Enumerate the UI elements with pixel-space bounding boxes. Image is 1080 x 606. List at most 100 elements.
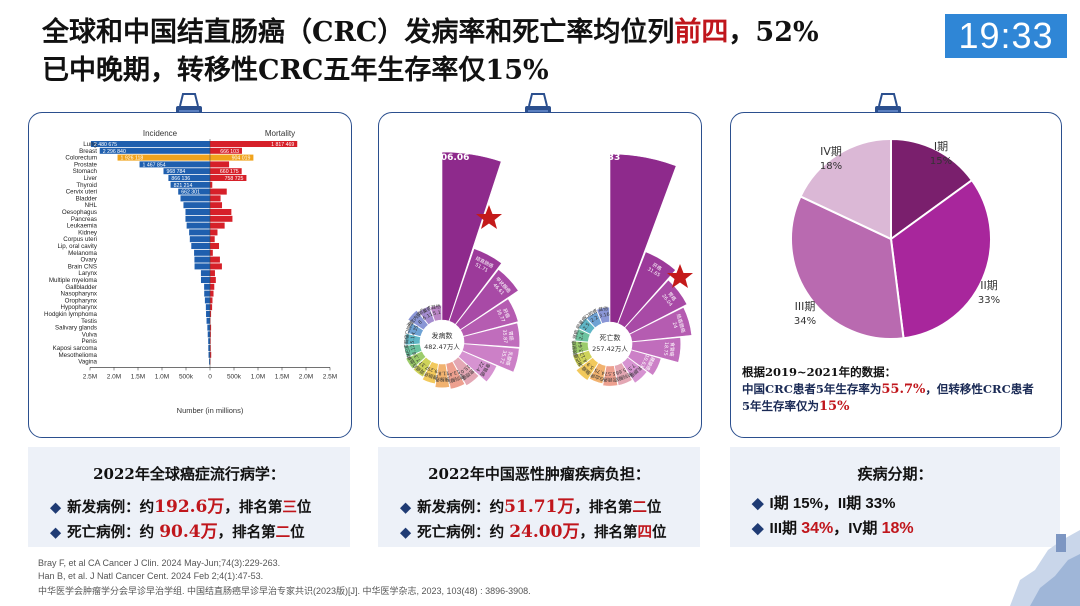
- incidence-bar: [185, 209, 210, 215]
- survival-note: 根据2019~2021年的数据： 中国CRC患者5年生存率为55.7%，但转移性…: [742, 364, 1052, 415]
- incidence-bar: [208, 338, 210, 345]
- mortality-bar: [210, 229, 218, 236]
- mortality-data-label: 904 019: [232, 156, 251, 162]
- diamond-icon: ◆: [400, 524, 412, 541]
- rose-label: 脑瘤: [403, 334, 411, 344]
- mortality-bar: [210, 256, 220, 263]
- x-tick-label: 2.5M: [323, 373, 337, 380]
- crc-stage-card: I期 15% II期 33% III期 34% IV期 18%: [730, 112, 1062, 438]
- category-label: Liver: [84, 175, 97, 182]
- rose-segment: [418, 305, 435, 326]
- incidence-bar: [208, 351, 210, 358]
- incidence-data-label: 2 480 675: [94, 142, 117, 148]
- rose-value: 7.37: [418, 359, 430, 370]
- incidence-data-label: 662 301: [181, 190, 200, 196]
- global-death-value: 90.4万: [159, 522, 218, 542]
- rose-value: 5.1: [433, 310, 442, 317]
- category-label: Melanoma: [68, 250, 97, 257]
- incidence-bar: [163, 168, 210, 175]
- global-epi-box: 2022年全球癌症流行病学： ◆ 新发病例：约192.6万，排名第三位 ◆ 死亡病例…: [28, 447, 350, 547]
- rose-segment: [455, 268, 519, 331]
- mortality-data-label: 1 817 469: [271, 142, 294, 148]
- china-new-value: 51.71万: [504, 497, 575, 517]
- stage1-label: I期: [934, 140, 948, 153]
- category-label: Oropharynx: [65, 297, 98, 304]
- rose-segment: [627, 349, 662, 376]
- x-tick-label: 500k: [227, 373, 242, 380]
- category-label: Larynx: [78, 270, 97, 277]
- rose-label: 肝癌: [501, 307, 511, 319]
- incidence-bar: [183, 202, 210, 209]
- rose-segment: [421, 361, 439, 385]
- category-label: Colorectum: [65, 155, 97, 162]
- reference-3: 中华医学会肿瘤学分会早诊早治学组. 中国结直肠癌早诊早治专家共识(2023版)[…: [38, 586, 531, 596]
- rose-value: 7.5: [626, 362, 636, 372]
- incidence-bar: [206, 317, 210, 324]
- rose-center: [421, 321, 463, 363]
- incidence-bar: [207, 324, 210, 331]
- china-cancer-chart-card: 结直肠癌 51.71 甲状腺癌 46.61 肝癌 36.77 胃癌 35.87 乳腺癌 35.72…: [378, 112, 702, 438]
- mortality-data-label: 758 725: [225, 176, 244, 182]
- line-text: I期 15%，II期 33%: [769, 495, 896, 512]
- category-label: Nasopharynx: [61, 291, 98, 298]
- mortality-data-label: 660 175: [220, 169, 239, 175]
- mortality-bar: [210, 147, 242, 154]
- rose-segment: [460, 298, 519, 337]
- incidence-bar: [180, 195, 210, 202]
- star-icon: [667, 264, 693, 288]
- mortality-bar: [210, 263, 222, 270]
- incidence-bar: [139, 161, 210, 168]
- category-label: Breast: [79, 148, 97, 155]
- mortality-bar: [210, 209, 232, 215]
- rose-segment: [445, 360, 466, 390]
- rose-segment: [617, 251, 676, 328]
- incidence-bar: [200, 270, 210, 277]
- category-label: Penis: [82, 338, 97, 345]
- rose-value: 8: [417, 319, 424, 325]
- reference-1: Bray F, et al CA Cancer J Clin. 2024 May…: [38, 558, 281, 568]
- category-label: Multiple myeloma: [49, 277, 98, 284]
- incidence-data-label: 866 136: [171, 176, 190, 182]
- category-label: Testis: [81, 318, 97, 325]
- lung-incidence-label: 肺癌: [443, 140, 461, 152]
- incidence-center-label: 发病数: [432, 331, 453, 340]
- mortality-bar: [210, 297, 213, 304]
- mortality-bar: [210, 222, 225, 229]
- rose-label: 胃癌: [507, 331, 515, 341]
- rose-segment: [404, 333, 421, 346]
- incidence-bar: [170, 181, 210, 188]
- rose-segment: [621, 356, 648, 384]
- category-label: Brain CNS: [68, 263, 97, 270]
- title-line2: 已中晚期，转移性CRC五年生存率仅15%: [42, 55, 549, 86]
- rose-segment: [457, 350, 498, 383]
- global-new-rank: 三: [282, 499, 297, 516]
- pie-slice: [890, 137, 974, 241]
- category-label: Oesophagus: [62, 209, 97, 216]
- mortality-data-label: 666 103: [220, 149, 239, 155]
- rose-value: 35.72: [498, 350, 507, 365]
- line-text: 新发病例：约: [417, 499, 505, 516]
- category-label: Hodgkin lymphoma: [44, 311, 98, 318]
- category-label: Vagina: [78, 359, 97, 366]
- china-death-rank: 四: [637, 524, 652, 541]
- rose-value: 5.66: [615, 366, 627, 376]
- mortality-bar: [210, 175, 247, 181]
- rose-segment: [613, 362, 633, 386]
- line-text: 位: [651, 524, 667, 541]
- rose-segment: [588, 362, 607, 384]
- incidence-bar: [205, 304, 210, 311]
- mortality-bar: [210, 181, 213, 188]
- line-text: III期: [769, 520, 802, 537]
- mortality-bar: [210, 202, 223, 209]
- rose-segment: [429, 304, 442, 322]
- category-label: Leukaemia: [67, 223, 98, 230]
- china-new-rank: 二: [632, 499, 647, 516]
- incidence-bar: [189, 236, 210, 243]
- rose-segment: [577, 317, 596, 335]
- rose-segment: [586, 311, 603, 329]
- category-label: Corpus uteri: [63, 236, 97, 243]
- category-label: Pancreas: [71, 216, 97, 223]
- rose-label: 其他: [598, 305, 609, 314]
- mortality-bar: [210, 331, 211, 338]
- china-deaths: ◆ 死亡病例：约 24.00万，排名第四位: [400, 517, 666, 542]
